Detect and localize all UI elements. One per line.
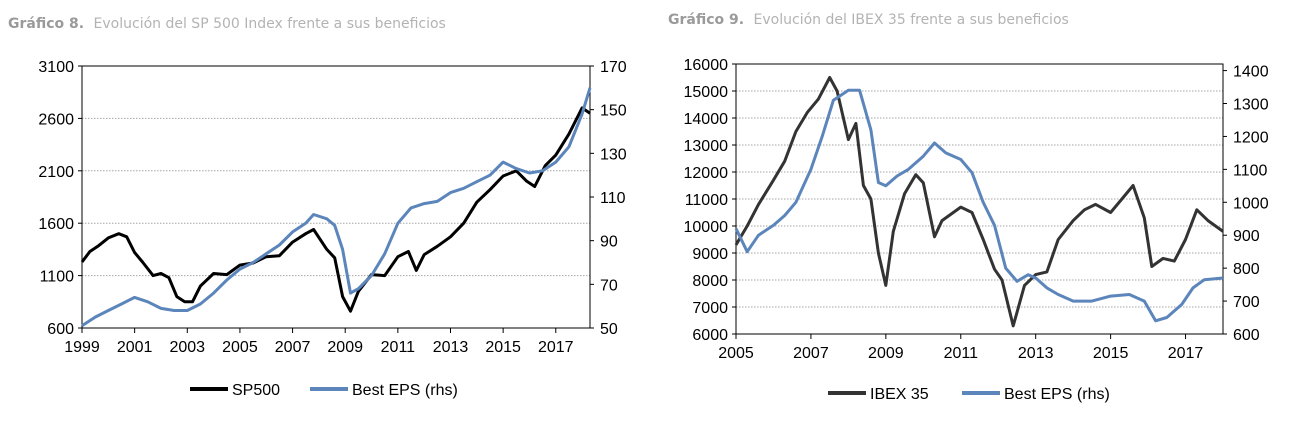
chart-2-title-number: Gráfico 9.: [668, 12, 744, 28]
chart-1-series-sp500: [80, 106, 591, 313]
chart-1-y-right-tick: 110: [600, 190, 626, 207]
chart-2-x-tick: 2007: [793, 345, 829, 362]
chart-2-x-tick: 2009: [868, 345, 904, 362]
chart-1-y-right-tick: 130: [600, 146, 627, 163]
chart-1-y-left-tick: 1600: [38, 216, 74, 233]
chart-2-title: Evolución del IBEX 35 frente a sus benef…: [754, 12, 1069, 28]
chart-2-y-left-tick: 14000: [684, 111, 729, 128]
chart-1-x-tick: 2017: [538, 339, 574, 356]
chart-2-y-right-tick: 1100: [1233, 162, 1268, 179]
chart-1-x-tick: 2009: [327, 339, 363, 356]
chart-2-y-left-tick: 12000: [684, 165, 729, 182]
chart-2-series-ibex-35: [734, 76, 1224, 328]
chart-2-y-right-tick: 800: [1233, 261, 1260, 278]
chart-1-plot-frame: [81, 65, 591, 329]
chart-2-y-right-tick: 1000: [1233, 195, 1269, 212]
chart-2-y-left-tick: 16000: [684, 57, 729, 74]
chart-2-series-best-eps-rhs: [734, 88, 1224, 323]
chart-2-y-left-tick: 13000: [684, 138, 729, 155]
chart-1-x-tick: 2015: [485, 339, 521, 356]
chart-1-y-right-tick: 70: [600, 277, 618, 294]
chart-1-x-tick: 2011: [381, 339, 416, 356]
chart-1-y-left-tick: 2600: [38, 111, 74, 128]
chart-1-x-tick: 1999: [64, 339, 100, 356]
legend-sp500-label: SP500: [232, 382, 280, 399]
chart-2-y-right-tick: 1300: [1233, 97, 1269, 114]
chart-2-x-tick: 2011: [944, 345, 979, 362]
chart-2-x-tick: 2017: [1168, 345, 1204, 362]
chart-1-y-right-tick: 50: [600, 321, 618, 338]
chart-2-y-left-tick: 11000: [685, 192, 728, 209]
chart-2-y-right-tick: 1400: [1233, 64, 1269, 81]
chart-2-y-left-tick: 7000: [692, 300, 728, 317]
chart-2-y-right-tick: 600: [1233, 327, 1260, 344]
chart-2-x-tick: 2015: [1093, 345, 1129, 362]
chart-2-y-left-tick: 9000: [692, 246, 728, 263]
legend-eps-label: Best EPS (rhs): [352, 382, 458, 399]
svg-text:Gráfico 9. Evolución del: Gráfico 9. Evolución del IBEX 35 frente …: [668, 11, 1069, 28]
chart-1-x-tick: 2001: [117, 339, 153, 356]
chart-1-x-tick: 2003: [169, 339, 205, 356]
chart-1-x-tick: 2007: [275, 339, 311, 356]
chart-ibex35: Gráfico 9. Evolución del IBEX 35 frente …: [668, 11, 1269, 403]
chart-2-y-left-tick: 10000: [684, 219, 729, 236]
svg-text:Gráfico 8. Evolución del: Gráfico 8. Evolución del SP 500 Index fr…: [8, 15, 446, 32]
chart-1-x-tick: 2005: [222, 339, 258, 356]
chart-2-y-left-tick: 15000: [684, 84, 729, 101]
legend-ibex35-label: IBEX 35: [870, 386, 929, 403]
chart-2-y-right-tick: 1200: [1233, 129, 1269, 146]
legend-ibex-eps-label: Best EPS (rhs): [1004, 386, 1110, 403]
chart-1-y-left-tick: 1100: [40, 269, 75, 286]
chart-1-y-right-tick: 150: [600, 103, 627, 120]
chart-1-title-number: Gráfico 8.: [8, 16, 84, 32]
chart-1-legend: SP500 Best EPS (rhs): [190, 382, 458, 399]
chart-1-series-best-eps-rhs: [81, 87, 592, 328]
chart-1-y-right-tick: 90: [600, 234, 618, 251]
chart-1-y-right-tick: 170: [600, 59, 627, 76]
chart-sp500: Gráfico 8. Evolución del SP 500 Index fr…: [8, 15, 627, 399]
chart-1-y-left-tick: 2100: [38, 164, 74, 181]
chart-2-y-left-tick: 6000: [692, 327, 728, 344]
chart-2-legend: IBEX 35 Best EPS (rhs): [828, 386, 1110, 403]
chart-2-y-left-tick: 8000: [692, 273, 728, 290]
chart-2-y-right-tick: 900: [1233, 228, 1260, 245]
chart-1-title: Evolución del SP 500 Index frente a sus …: [94, 16, 446, 32]
chart-1-y-left-tick: 600: [47, 321, 74, 338]
chart-1-y-left-tick: 3100: [38, 59, 74, 76]
chart-2-y-right-tick: 700: [1233, 294, 1260, 311]
chart-2-x-tick: 2013: [1018, 345, 1054, 362]
chart-1-x-tick: 2013: [433, 339, 469, 356]
chart-2-x-tick: 2005: [718, 345, 754, 362]
